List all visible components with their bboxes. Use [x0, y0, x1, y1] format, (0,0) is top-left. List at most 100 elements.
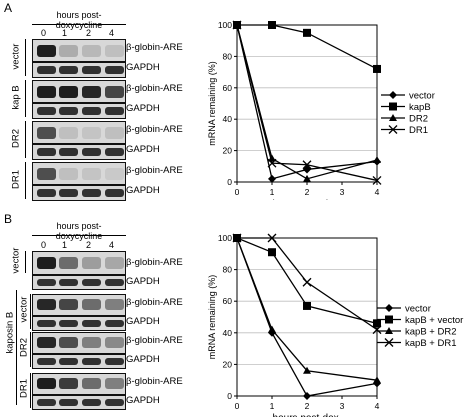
blot-band [59, 168, 78, 180]
panel-b-lane-2: 2 [86, 240, 92, 250]
blot-band [105, 127, 124, 139]
series-line [236, 237, 378, 381]
blot-band [105, 378, 124, 389]
data-point [268, 325, 276, 333]
series-line [236, 237, 378, 324]
blot-band [59, 66, 78, 74]
y-axis-label: mRNA remaining (%) [207, 61, 217, 146]
y-tick-label: 80 [223, 51, 233, 61]
blot-target-a2 [32, 121, 126, 144]
panel-a-lane-2: 2 [86, 28, 92, 38]
x-tick-label: 0 [235, 401, 240, 411]
data-point-b [302, 160, 312, 170]
blot-band [82, 86, 101, 98]
legend-entry: vector [409, 91, 435, 102]
legend-marker [389, 91, 397, 99]
blot-label-a0-1: GAPDH [126, 62, 160, 73]
blot-band [105, 337, 124, 348]
group-label-b3: DR1 [18, 379, 30, 399]
series-line [237, 24, 378, 70]
group-label-b0-bracket [25, 251, 26, 273]
legend-marker [389, 114, 397, 121]
blot-band [82, 45, 101, 57]
blot-band [37, 399, 56, 406]
data-point [373, 379, 381, 388]
x-tick-label: 0 [235, 187, 240, 197]
panel-b-blot-header: hours post-doxycycline [55, 221, 103, 241]
panel-a-header-underline [32, 24, 126, 25]
data-point [303, 366, 311, 374]
legend-entry: DR1 [409, 125, 428, 136]
y-tick-label: 60 [223, 83, 233, 93]
blot-label-b3-1: GAPDH [126, 395, 160, 406]
data-point-b [372, 325, 382, 335]
blot-gapdh-b2 [32, 354, 126, 369]
panel-a-blot-header: hours post-doxycycline [55, 10, 103, 30]
blot-gapdh-b1 [32, 316, 126, 331]
x-tick-label: 3 [340, 401, 345, 411]
blot-band [105, 86, 124, 98]
blot-band [37, 279, 56, 286]
blot-label-a0-0: β-globin-ARE [126, 42, 183, 53]
group-label-b1: vector [18, 296, 30, 323]
blot-band [59, 320, 78, 327]
blot-band [105, 320, 124, 327]
legend-marker-b [384, 338, 394, 347]
group-label-a0-bracket [25, 39, 26, 76]
legend-marker [389, 102, 397, 111]
blot-band [105, 168, 124, 180]
blot-band [82, 107, 101, 115]
blot-band [37, 168, 56, 180]
data-point [373, 156, 381, 164]
blot-band [37, 107, 56, 115]
blot-band [37, 86, 56, 98]
blot-label-b2-1: GAPDH [126, 354, 160, 365]
data-point [268, 248, 276, 257]
x-tick-label: 3 [340, 187, 345, 197]
blot-band [59, 127, 78, 139]
x-axis-label: hours post-dox. [273, 413, 342, 417]
blot-band [82, 168, 101, 180]
blot-band [59, 189, 78, 197]
panel-b-lane-0: 0 [41, 240, 47, 250]
blot-band [105, 279, 124, 286]
blot-band [82, 378, 101, 389]
data-point-b [267, 233, 277, 243]
legend-entry: DR2 [409, 114, 428, 125]
blot-band [59, 279, 78, 286]
blot-label-b3-0: β-globin-ARE [126, 376, 183, 387]
blot-band [82, 257, 101, 269]
y-tick-label: 40 [223, 114, 233, 124]
x-tick-label: 1 [270, 401, 275, 411]
blot-band [37, 257, 56, 269]
blot-label-a1-1: GAPDH [126, 103, 160, 114]
blot-band [37, 189, 56, 197]
data-point [268, 154, 276, 162]
blot-band [82, 189, 101, 197]
group-label-b0-wrap: vector [1, 248, 31, 274]
x-tick-label: 2 [305, 401, 310, 411]
blot-band [59, 257, 78, 269]
blot-gapdh-b3 [32, 395, 126, 410]
blot-band [59, 337, 78, 348]
y-tick-label: 0 [227, 391, 232, 401]
blot-band [37, 378, 56, 389]
blot-band [105, 257, 124, 269]
data-point [268, 328, 276, 337]
data-point [303, 392, 311, 400]
panel-b-header-underline [32, 235, 126, 236]
data-point-b [232, 20, 242, 30]
blot-band [105, 148, 124, 156]
blot-label-b2-0: β-globin-ARE [126, 335, 183, 346]
blot-target-b2 [32, 332, 126, 354]
group-label-a2-bracket [25, 121, 26, 158]
blot-band [82, 337, 101, 348]
blot-band [59, 399, 78, 406]
panel-a-blots: β-globin-ARE GAPDH vector β-globin-ARE GAPDH… [0, 0, 240, 201]
blot-label-a2-0: β-globin-ARE [126, 124, 183, 135]
blot-band [82, 358, 101, 365]
data-point [303, 301, 311, 310]
blot-band [82, 320, 101, 327]
blot-band [105, 299, 124, 310]
blot-band [37, 337, 56, 348]
